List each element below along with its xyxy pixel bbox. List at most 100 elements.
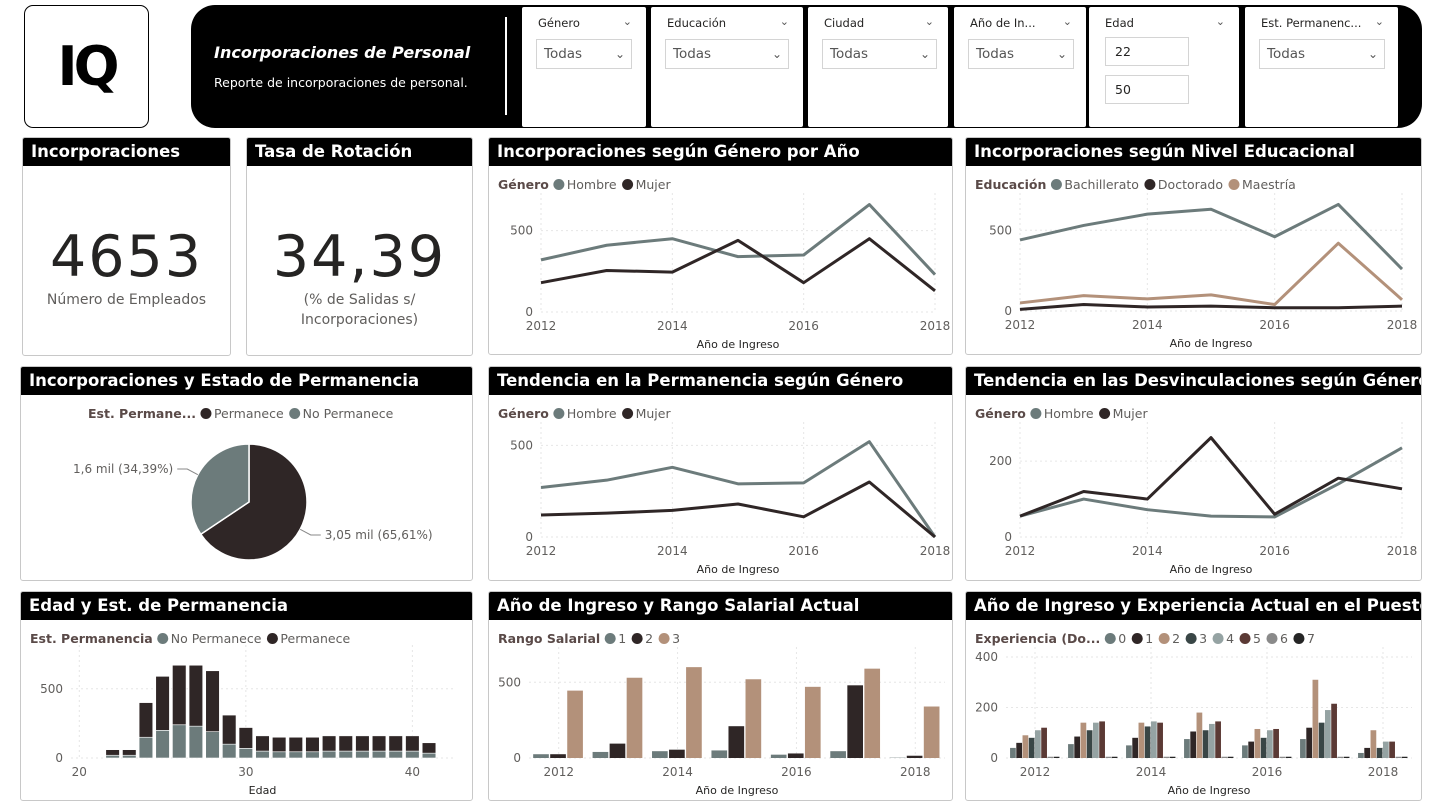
legend-entry: Mujer <box>1113 406 1149 421</box>
bar <box>1318 722 1325 758</box>
bar <box>1132 737 1139 758</box>
chevron-down-icon[interactable]: ⌄ <box>779 15 789 28</box>
legend-entry: Doctorado <box>1158 177 1223 192</box>
report-title: Incorporaciones de Personal <box>214 43 471 62</box>
bar <box>1111 756 1118 758</box>
legend-title: Est. Permanencia <box>30 631 153 646</box>
kpi-rotacion[interactable]: Tasa de Rotación 34,39 (% de Salidas s/ … <box>246 137 473 356</box>
legend-title: Est. Permane... <box>88 406 196 421</box>
chevron-down-icon[interactable]: ⌄ <box>622 15 632 28</box>
line-chart: Género Hombre Mujer 0 500 2012 2014 2016 2018 Año… <box>498 406 950 576</box>
x-tick-label: 2014 <box>657 319 688 333</box>
bar <box>1163 756 1170 758</box>
slicer-label: Est. Permanenc... <box>1261 16 1362 30</box>
slicer-anio[interactable]: Año de In... ⌄ Todas ⌄ <box>954 7 1086 127</box>
chart-card-educacion[interactable]: Incorporaciones según Nivel Educacional … <box>965 137 1422 355</box>
bar-segment <box>255 735 270 752</box>
chart-card-rango-salarial[interactable]: Año de Ingreso y Rango Salarial Actual R… <box>488 591 953 801</box>
bar <box>592 751 609 758</box>
bar <box>787 753 804 758</box>
x-tick-label: 2014 <box>1132 544 1163 558</box>
dropdown-arrow-icon: ⌄ <box>919 47 930 61</box>
y-tick-label: 400 <box>975 650 998 664</box>
slicer-ciudad[interactable]: Ciudad ⌄ Todas ⌄ <box>808 7 948 127</box>
card-title: Año de Ingreso y Rango Salarial Actual <box>489 592 952 620</box>
bar-segment <box>188 725 204 759</box>
bar <box>1028 737 1035 758</box>
bar <box>1273 728 1279 758</box>
bar-segment <box>355 735 370 752</box>
bar-segment <box>155 730 170 759</box>
bar-segment <box>172 664 187 726</box>
chart-card-edad[interactable]: Edad y Est. de Permanencia Est. Permanen… <box>20 591 473 801</box>
slicer-dropdown[interactable]: Todas ⌄ <box>822 39 937 69</box>
card-title: Incorporaciones según Nivel Educacional <box>966 138 1421 166</box>
bar <box>1395 756 1402 758</box>
card-title: Incorporaciones y Estado de Permanencia <box>21 367 472 395</box>
chart-card-permanencia-pie[interactable]: Incorporaciones y Estado de Permanencia … <box>20 366 473 581</box>
slicer-dropdown[interactable]: Todas ⌄ <box>665 39 789 69</box>
bar <box>1325 710 1331 758</box>
chart-card-permanencia-genero[interactable]: Tendencia en la Permanencia según Género… <box>488 366 953 581</box>
slicer-dropdown[interactable]: Todas ⌄ <box>1259 39 1385 69</box>
slicer-genero[interactable]: Género ⌄ Todas ⌄ <box>522 7 646 127</box>
edad-min-input[interactable]: 22 <box>1105 37 1189 66</box>
slicer-educacion[interactable]: Educación ⌄ Todas ⌄ <box>651 7 803 127</box>
legend-marker <box>1099 408 1111 419</box>
bar-segment <box>238 748 253 759</box>
stacked-bar-chart: Est. Permanencia No Permanece Permanece 0 50… <box>30 631 454 797</box>
chevron-down-icon[interactable]: ⌄ <box>924 15 934 28</box>
y-tick-label: 0 <box>55 751 63 765</box>
chart-card-desvinculaciones[interactable]: Tendencia en las Desvinculaciones según … <box>965 366 1422 581</box>
kpi-value: 34,39 <box>272 224 447 290</box>
slicer-label: Ciudad <box>824 16 865 30</box>
legend-entry: Permanece <box>280 631 350 646</box>
legend-title: Experiencia (Do... <box>975 631 1100 646</box>
bar-segment <box>105 754 120 759</box>
series-line <box>1019 303 1403 311</box>
edad-max-input[interactable]: 50 <box>1105 75 1189 104</box>
pie-chart: Est. Permane... Permanece No Permanece 3,05… <box>73 406 433 561</box>
x-axis-label: Año de Ingreso <box>1170 337 1253 350</box>
slicer-dropdown[interactable]: Todas ⌄ <box>968 39 1074 69</box>
line-chart: Género Hombre Mujer 0 200 2012 2014 2016 2018 Año… <box>975 406 1418 576</box>
legend-marker <box>1293 633 1305 644</box>
dropdown-arrow-icon: ⌄ <box>771 47 782 61</box>
chevron-down-icon[interactable]: ⌄ <box>1374 15 1384 28</box>
logo: IQ <box>24 5 149 128</box>
legend-entry: 1 <box>618 631 626 646</box>
kpi-label: Número de Empleados <box>46 292 207 308</box>
slicer-permanencia[interactable]: Est. Permanenc... ⌄ Todas ⌄ <box>1245 7 1398 127</box>
x-tick-label: 2018 <box>1387 544 1418 558</box>
bar <box>1047 756 1054 758</box>
x-tick-label: 2018 <box>900 765 931 779</box>
slicer-dropdown[interactable]: Todas ⌄ <box>536 39 632 69</box>
bar-segment <box>238 727 253 749</box>
chart-card-genero-anio[interactable]: Incorporaciones según Género por Año Gén… <box>488 137 953 355</box>
bar <box>1343 756 1350 758</box>
y-tick-label: 0 <box>525 530 533 544</box>
bar <box>1184 739 1190 758</box>
bar <box>533 754 549 758</box>
slicer-edad[interactable]: Edad ⌄ 22 50 <box>1089 7 1239 127</box>
bar <box>864 668 881 758</box>
bar-segment <box>421 742 437 754</box>
legend-marker <box>200 408 212 419</box>
legend-marker <box>1212 633 1224 644</box>
chevron-down-icon[interactable]: ⌄ <box>1062 15 1072 28</box>
legend-marker <box>1266 633 1278 644</box>
x-tick-label: 2012 <box>1005 318 1036 332</box>
y-tick-label: 0 <box>1004 304 1012 318</box>
bar <box>1358 752 1364 758</box>
kpi-label: (% de Salidas s/ Incorporaciones) <box>300 292 419 328</box>
chevron-down-icon[interactable]: ⌄ <box>1215 15 1225 28</box>
bar <box>1242 745 1248 758</box>
bar-segment <box>172 724 187 759</box>
kpi-incorporaciones[interactable]: Incorporaciones 4653 Número de Empleados <box>22 137 231 356</box>
bar <box>1306 727 1313 758</box>
bar <box>1215 721 1221 758</box>
y-tick-label: 500 <box>40 682 63 696</box>
bar-segment <box>288 736 303 753</box>
chart-card-experiencia[interactable]: Año de Ingreso y Experiencia Actual en e… <box>965 591 1422 801</box>
slicer-value: Todas <box>673 46 712 62</box>
